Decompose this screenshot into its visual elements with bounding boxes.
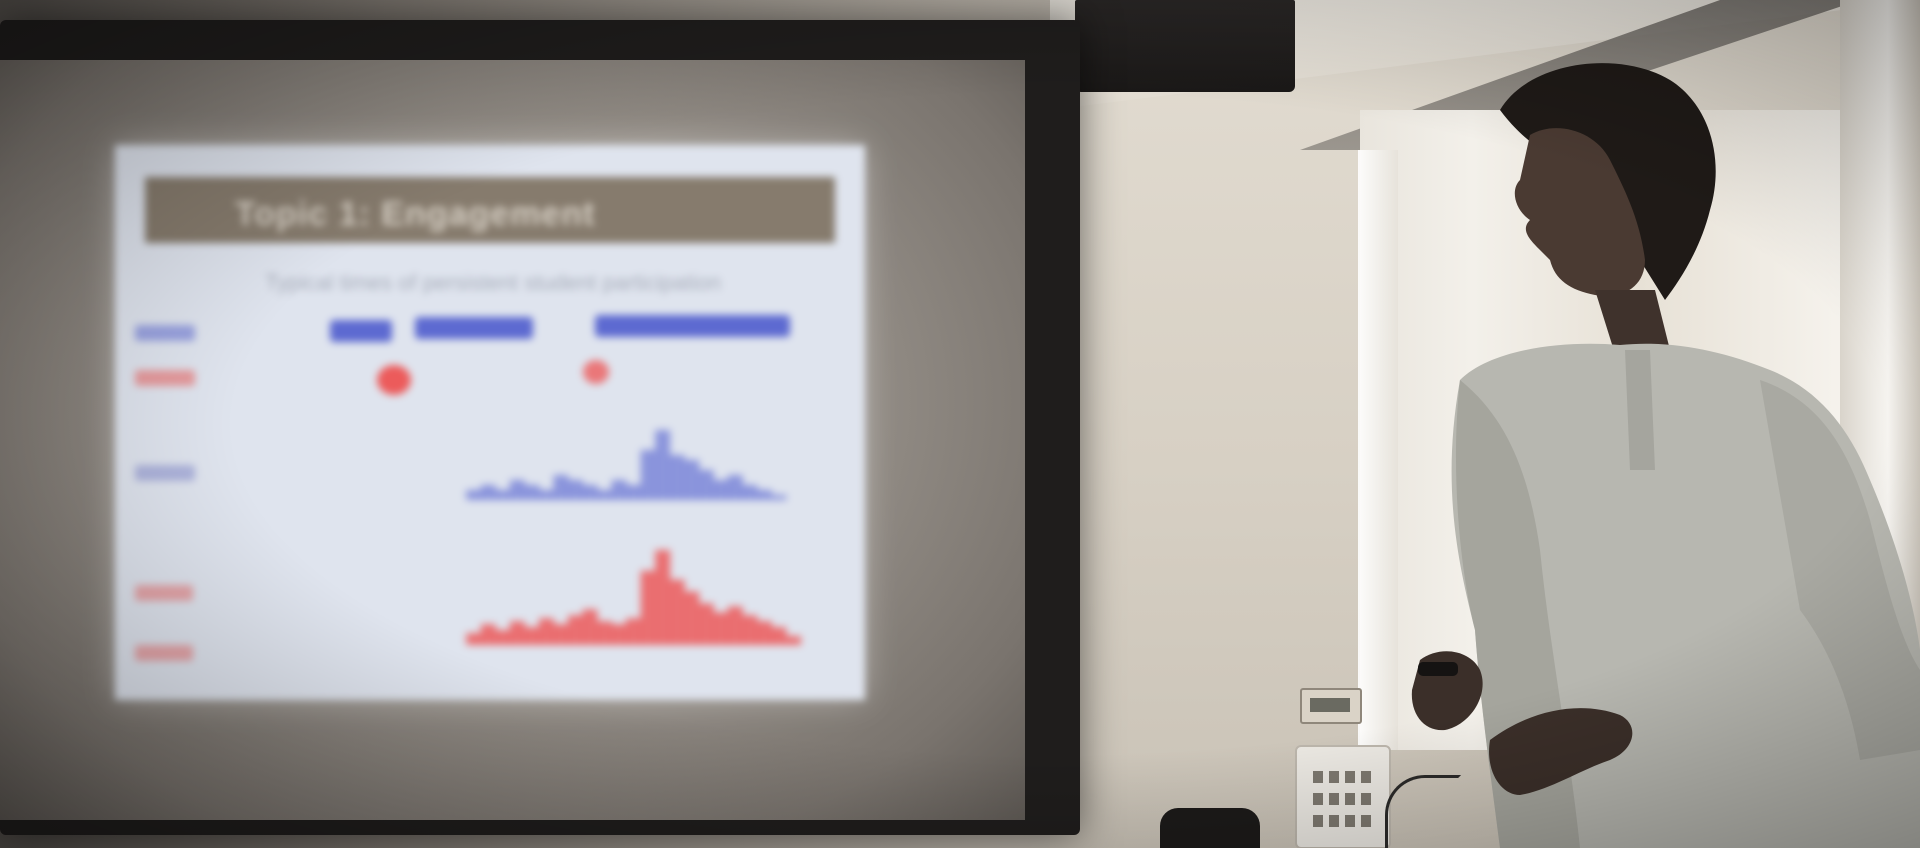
- blue-bar: [611, 480, 627, 500]
- presenter-right-hand: [1489, 708, 1633, 795]
- red-bar: [567, 615, 583, 645]
- legend-chip-2: [415, 317, 533, 339]
- blue-bar: [640, 450, 656, 500]
- blue-bar: [742, 485, 758, 500]
- projection-screen-frame: Topic 1: Engagement Typical times of per…: [0, 20, 1080, 835]
- blue-bar: [727, 475, 743, 500]
- red-bar: [655, 550, 671, 645]
- red-bar: [771, 627, 787, 645]
- marker-red-1: [377, 365, 411, 395]
- red-bar: [669, 579, 685, 645]
- red-bar: [742, 615, 758, 645]
- row-label-1: [135, 325, 195, 341]
- control-buttons-row-2: [1313, 793, 1373, 805]
- blue-bar: [538, 490, 554, 500]
- cable: [1385, 775, 1461, 848]
- blue-bar: [466, 490, 482, 500]
- projected-slide: Topic 1: Engagement Typical times of per…: [115, 145, 865, 700]
- red-bar: [538, 618, 554, 645]
- presenter: [1411, 63, 1920, 848]
- thermostat-display: [1310, 698, 1350, 712]
- blue-bar: [567, 480, 583, 500]
- red-bar: [698, 603, 714, 645]
- red-bar: [611, 624, 627, 645]
- red-bar: [640, 570, 656, 645]
- blue-bar: [684, 460, 700, 500]
- legend-chip-3: [595, 315, 790, 337]
- blue-bar: [582, 485, 598, 500]
- blue-bar: [698, 470, 714, 500]
- blue-bar: [553, 475, 569, 500]
- ceiling-speaker: [1075, 0, 1295, 92]
- red-bar: [684, 591, 700, 645]
- marker-red-2: [583, 360, 609, 384]
- blue-bar: [524, 485, 540, 500]
- row-label-4: [135, 585, 193, 601]
- red-bar: [727, 606, 743, 645]
- slide-title-bar: [145, 177, 835, 243]
- presenter-face: [1514, 128, 1645, 296]
- av-control-box: [1295, 745, 1391, 848]
- blue-bar: [655, 430, 671, 500]
- row-label-2: [135, 370, 195, 386]
- red-bar: [495, 630, 511, 645]
- red-bar: [713, 612, 729, 645]
- control-buttons-row-1: [1313, 771, 1373, 783]
- red-bar: [626, 618, 642, 645]
- dark-object: [1160, 808, 1260, 848]
- clicker-icon: [1418, 662, 1458, 676]
- row-label-3: [135, 465, 195, 481]
- red-bar: [597, 621, 613, 645]
- presenter-right-sleeve: [1760, 380, 1920, 760]
- red-bar: [785, 636, 801, 645]
- blue-bar: [495, 490, 511, 500]
- presenter-shirt-placket: [1625, 350, 1655, 470]
- blue-bar: [509, 480, 525, 500]
- blue-bar: [756, 490, 772, 500]
- blue-bar: [713, 480, 729, 500]
- red-bar: [756, 621, 772, 645]
- red-bar: [553, 624, 569, 645]
- legend-chip-1: [330, 320, 392, 342]
- blue-bar: [597, 490, 613, 500]
- slide-title: Topic 1: Engagement: [235, 195, 596, 233]
- red-bar: [480, 624, 496, 645]
- row-label-5: [135, 645, 193, 661]
- blue-bar: [480, 485, 496, 500]
- window-frame-left: [1358, 150, 1398, 750]
- slide-subtitle: Typical times of persistent student part…: [265, 270, 722, 295]
- blue-bar: [626, 485, 642, 500]
- control-buttons-row-3: [1313, 815, 1373, 827]
- blue-bar: [771, 495, 787, 500]
- slide-chart: [466, 430, 801, 645]
- red-bar: [509, 621, 525, 645]
- red-bar: [582, 609, 598, 645]
- red-bar: [524, 627, 540, 645]
- projection-screen-surface: Topic 1: Engagement Typical times of per…: [0, 60, 1025, 820]
- blue-bar: [669, 455, 685, 500]
- thermostat-plate: [1300, 688, 1362, 724]
- red-bar: [466, 633, 482, 645]
